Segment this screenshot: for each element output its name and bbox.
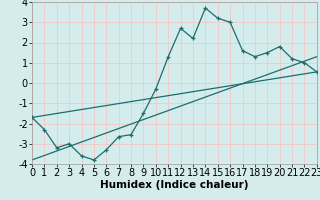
X-axis label: Humidex (Indice chaleur): Humidex (Indice chaleur) — [100, 180, 249, 190]
